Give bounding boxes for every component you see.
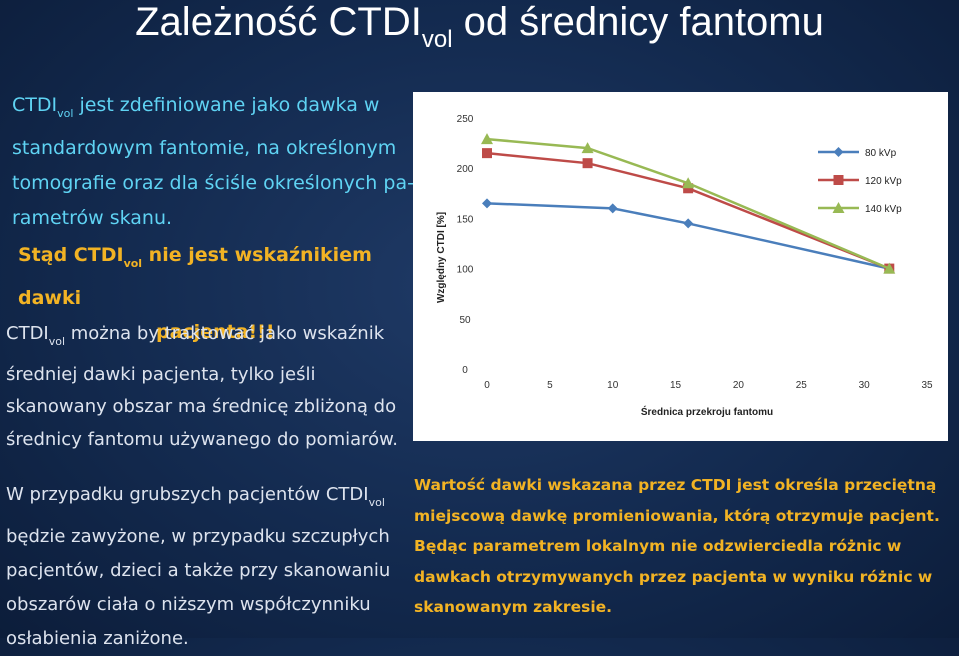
series-140-kvp-point xyxy=(581,142,594,154)
legend-140-kvp-label: 140 kVp xyxy=(865,204,902,215)
definition-paragraph: CTDIvol jest zdefiniowane jako dawka w s… xyxy=(12,94,414,229)
x-tick-label: 15 xyxy=(670,380,682,391)
x-tick-label: 20 xyxy=(733,380,745,391)
y-tick-label: 100 xyxy=(457,265,474,276)
x-tick-label: 35 xyxy=(921,380,933,391)
slide-title: Zależność CTDIvol od średnicy fantomu xyxy=(135,0,824,53)
series-140-kvp xyxy=(481,133,896,274)
series-80-kvp xyxy=(482,198,895,274)
y-tick-label: 250 xyxy=(457,114,474,125)
series-80-kvp-point xyxy=(482,198,492,209)
series-120-kvp-line xyxy=(486,151,890,270)
x-tick-label: 0 xyxy=(484,380,490,391)
series-120-kvp-point xyxy=(683,183,694,194)
series-140-kvp-point xyxy=(682,177,695,189)
x-axis-label: Średnica przekroju fantomu xyxy=(641,405,773,418)
chart-svg: 0 50 100 150 200 250 0 5 10 15 20 25 30 35 Średnica pr… xyxy=(436,114,933,418)
legend-140-kvp-point xyxy=(832,202,845,213)
warning-statement: Stąd CTDIvol nie jest wskaźnikiem dawki p… xyxy=(18,244,372,343)
series-120-kvp-point xyxy=(482,148,492,159)
indicator-paragraph: CTDIvol można by traktować jako wskaźnik… xyxy=(6,323,398,450)
series-140-kvp-point xyxy=(883,262,896,274)
y-tick-label: 150 xyxy=(457,214,474,225)
y-tick-label: 0 xyxy=(462,365,468,376)
legend-120-kvp-point xyxy=(833,175,844,185)
x-tick-label: 25 xyxy=(796,380,808,391)
series-140-kvp-line xyxy=(486,137,890,270)
y-tick-label: 200 xyxy=(457,164,474,175)
series-80-kvp-line xyxy=(486,202,890,270)
y-axis-label: Względny CTDI [%] xyxy=(436,212,447,303)
series-80-kvp-point xyxy=(683,218,694,229)
patient-size-paragraph: W przypadku grubszych pacjentów CTDIvol … xyxy=(6,484,391,649)
x-tick-label: 10 xyxy=(607,380,619,391)
x-tick-label: 5 xyxy=(547,380,553,391)
ctdi-chart: 0 50 100 150 200 250 0 5 10 15 20 25 30 35 Średnica pr… xyxy=(413,92,948,441)
legend-140-kvp: 140 kVp xyxy=(818,202,902,215)
y-tick-label: 50 xyxy=(459,315,471,326)
series-140-kvp-point xyxy=(481,133,493,145)
legend-80-kvp-label: 80 kVp xyxy=(865,148,897,159)
legend-120-kvp-label: 120 kVp xyxy=(865,176,902,187)
local-dose-paragraph: Wartość dawki wskazana przez CTDI jest o… xyxy=(414,476,940,616)
legend-80-kvp: 80 kVp xyxy=(818,147,897,159)
x-tick-label: 30 xyxy=(859,380,871,391)
legend-80-kvp-point xyxy=(833,147,844,157)
series-120-kvp-point xyxy=(582,158,593,169)
series-80-kvp-point xyxy=(607,203,618,214)
legend-120-kvp: 120 kVp xyxy=(818,175,902,187)
